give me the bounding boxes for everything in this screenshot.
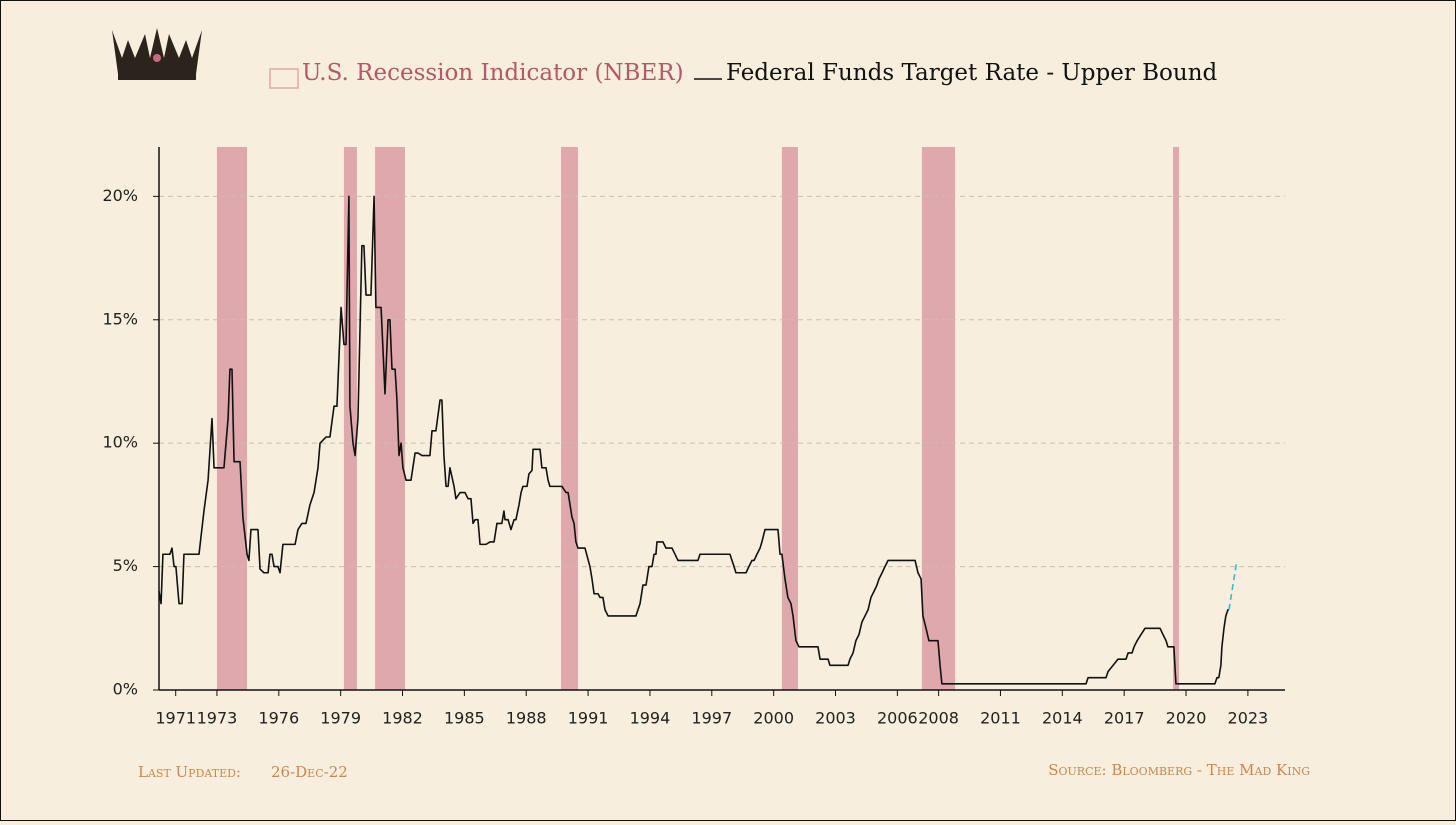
- crown-logo: [112, 28, 202, 80]
- x-tick-label: 1976: [258, 709, 299, 728]
- legend-label: Federal Funds Target Rate - Upper Bound: [726, 60, 1218, 86]
- y-tick-label: 10%: [102, 433, 138, 452]
- x-tick-label: 1982: [382, 709, 423, 728]
- recession-band: [216, 147, 248, 690]
- x-tick-label: 2017: [1104, 709, 1145, 728]
- x-tick-label: 2020: [1166, 709, 1207, 728]
- x-tick-label: 1997: [691, 709, 732, 728]
- y-tick-label: 20%: [102, 186, 138, 205]
- x-tick-label: 1971: [155, 709, 196, 728]
- x-tick-label: 2000: [753, 709, 794, 728]
- x-tick-label: 1991: [568, 709, 609, 728]
- recession-band: [375, 147, 405, 690]
- footer-source: Source: Bloomberg - The Mad King: [1048, 761, 1310, 779]
- x-tick-label: 1994: [630, 709, 671, 728]
- x-tick-label: 1985: [444, 709, 485, 728]
- recession-band: [921, 147, 956, 690]
- y-tick-label: 5%: [113, 556, 138, 575]
- x-tick-label: 1988: [506, 709, 547, 728]
- x-tick-label: 2006: [877, 709, 918, 728]
- projection-line: [1228, 560, 1238, 610]
- x-tick-label: 2023: [1228, 709, 1269, 728]
- legend-label: U.S. Recession Indicator (NBER): [302, 60, 684, 86]
- y-tick-label: 0%: [113, 680, 138, 699]
- y-tick-label: 15%: [102, 309, 138, 328]
- x-tick-label: 2011: [980, 709, 1021, 728]
- footer-date: 26-Dec-22: [271, 763, 348, 781]
- x-tick-label: 1973: [197, 709, 238, 728]
- x-tick-label: 1979: [320, 709, 361, 728]
- footer-label: Last Updated:: [138, 763, 241, 781]
- plot-area: 0% 5% 10% 15% 20% 1971 1973 1976 1979 1982 1985 198…: [102, 147, 1285, 728]
- recession-band: [561, 147, 578, 690]
- legend-swatch-band: [269, 68, 299, 89]
- recession-band: [781, 147, 798, 690]
- x-tick-label: 2014: [1042, 709, 1083, 728]
- x-tick-label: 2003: [815, 709, 856, 728]
- recession-band: [1173, 147, 1180, 690]
- x-tick-label: 2008: [918, 709, 959, 728]
- rate-line: [158, 195, 1229, 685]
